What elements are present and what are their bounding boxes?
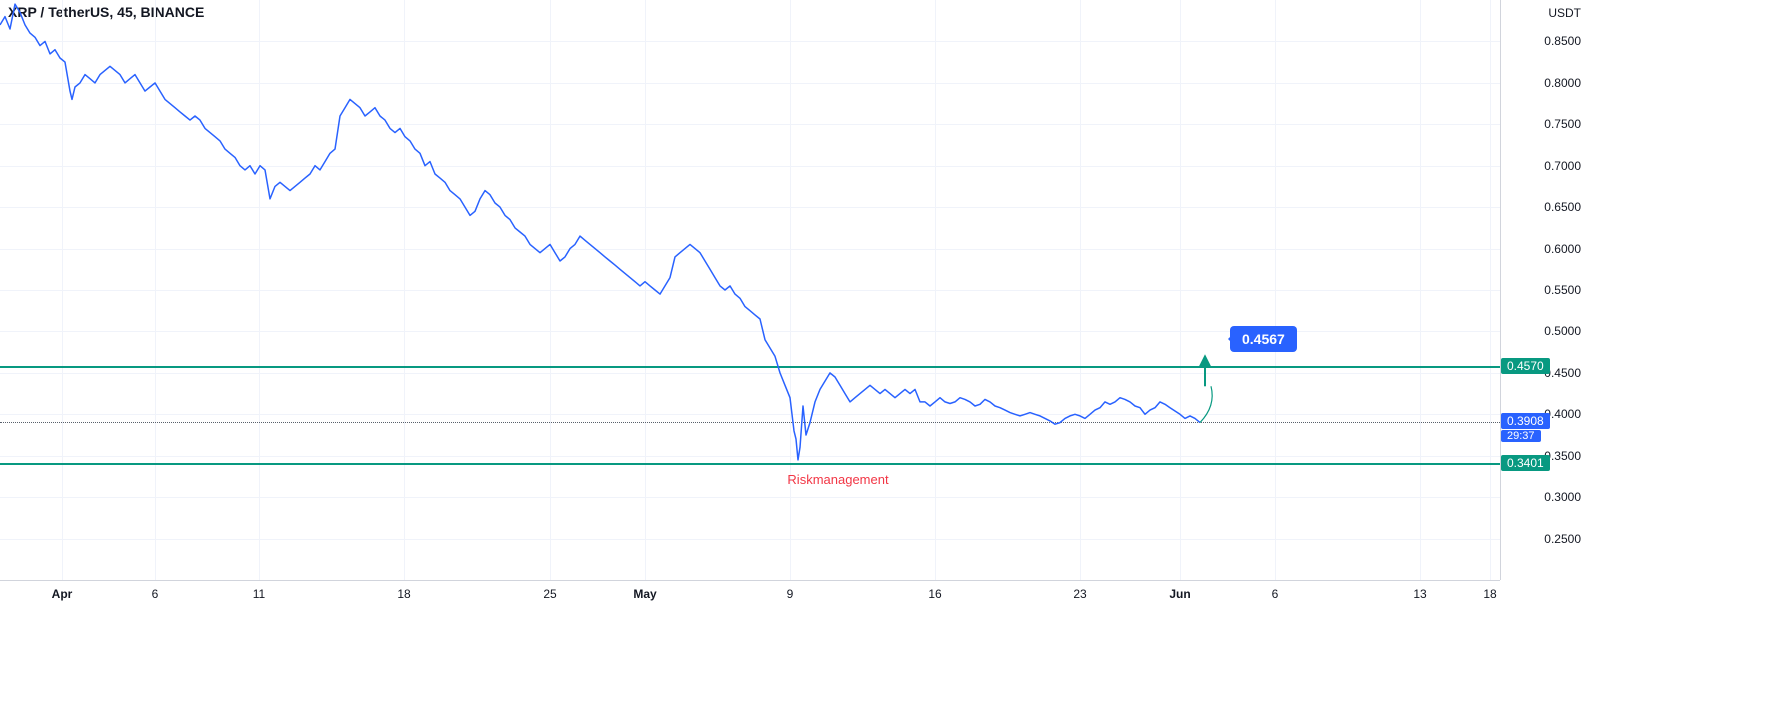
time-tick: May <box>633 587 656 601</box>
price-callout[interactable]: 0.4567 <box>1230 326 1297 352</box>
price-tick: 0.5500 <box>1544 283 1581 297</box>
price-series <box>0 0 1500 580</box>
price-tick: 0.3500 <box>1544 449 1581 463</box>
price-tick: 0.8500 <box>1544 34 1581 48</box>
level-price-tag: 0.3401 <box>1501 455 1550 471</box>
price-axis[interactable]: USDT 0.2500 0.3000 0.3500 0.4000 0.4500 0.500… <box>1500 0 1587 580</box>
time-tick: 9 <box>787 587 794 601</box>
price-tick: 0.7000 <box>1544 159 1581 173</box>
countdown-tag: 29:37 <box>1501 430 1541 442</box>
time-tick: 18 <box>397 587 410 601</box>
time-tick: 23 <box>1073 587 1086 601</box>
price-tick: 0.5000 <box>1544 324 1581 338</box>
time-tick: 18 <box>1483 587 1496 601</box>
time-tick: Apr <box>52 587 73 601</box>
time-axis[interactable]: Apr 6 11 18 25 May 9 16 23 Jun 6 13 18 <box>0 580 1500 610</box>
level-price-tag: 0.4570 <box>1501 358 1550 374</box>
current-price-tag: 0.3908 <box>1501 413 1550 429</box>
price-axis-title: USDT <box>1548 6 1581 20</box>
time-tick: 25 <box>543 587 556 601</box>
chart-plot-area[interactable]: Riskmanagement 0.4567 <box>0 0 1500 580</box>
price-tick: 0.6500 <box>1544 200 1581 214</box>
annotation-riskmanagement[interactable]: Riskmanagement <box>787 472 888 487</box>
time-tick: 6 <box>152 587 159 601</box>
price-tick: 0.3000 <box>1544 490 1581 504</box>
time-tick: Jun <box>1169 587 1190 601</box>
time-tick: 6 <box>1272 587 1279 601</box>
price-tick: 0.8000 <box>1544 76 1581 90</box>
price-tick: 0.7500 <box>1544 117 1581 131</box>
time-tick: 13 <box>1413 587 1426 601</box>
price-tick: 0.6000 <box>1544 242 1581 256</box>
price-tick: 0.2500 <box>1544 532 1581 546</box>
time-tick: 11 <box>253 587 265 601</box>
time-tick: 16 <box>928 587 941 601</box>
price-tick: 0.4000 <box>1544 407 1581 421</box>
price-tick: 0.4500 <box>1544 366 1581 380</box>
